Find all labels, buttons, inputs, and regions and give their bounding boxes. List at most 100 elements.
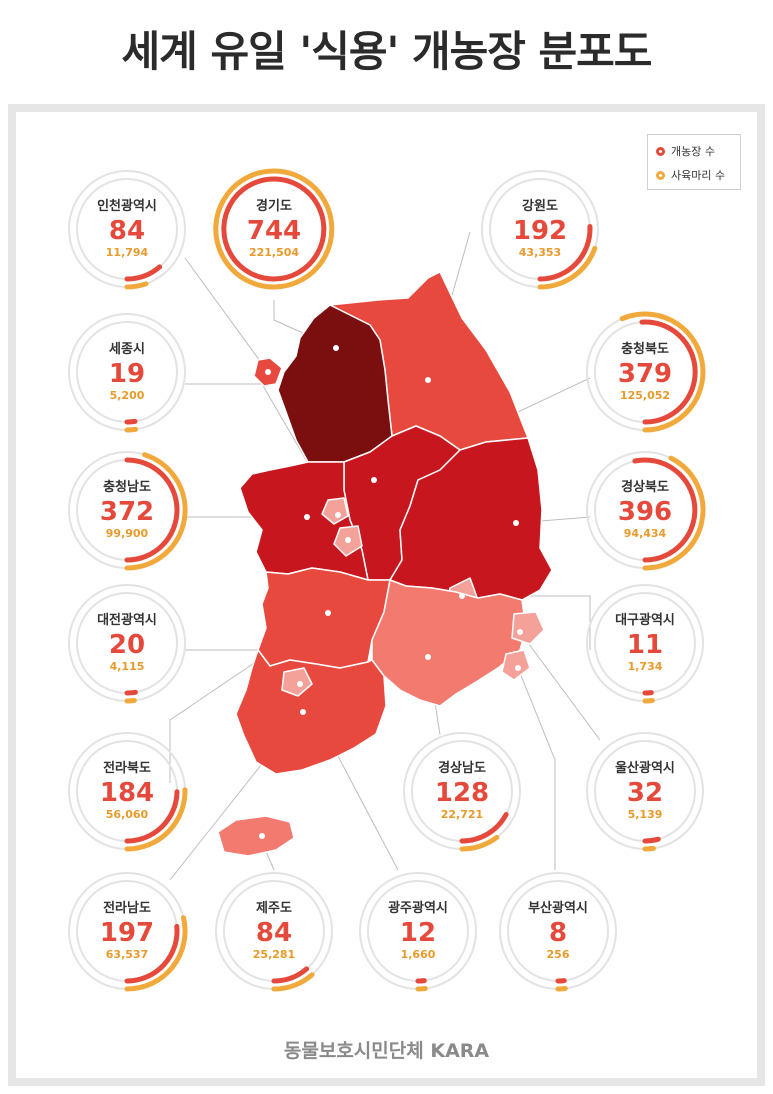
animal-count: 43,353 <box>518 246 562 259</box>
badge-chungbuk: 충청북도 379 125,052 <box>590 341 700 403</box>
farm-count: 192 <box>512 216 568 246</box>
farm-count: 32 <box>626 778 664 808</box>
legend-farms: 개농장 수 <box>656 139 740 163</box>
region-name: 경상남도 <box>438 761 486 776</box>
badge-gwangju: 광주광역시 12 1,660 <box>363 900 473 962</box>
animal-count: 4,115 <box>109 660 145 673</box>
legend-animals: 사육마리 수 <box>656 163 740 187</box>
farm-count: 372 <box>99 497 155 527</box>
animals-ring-icon <box>656 170 665 180</box>
animals-arc-gyeonggi <box>213 168 335 290</box>
footer-credit: 동물보호시민단체 KARA <box>283 1040 490 1062</box>
region-name: 광주광역시 <box>388 901 448 916</box>
animals-arc-gyeongbuk <box>642 455 706 571</box>
region-busan <box>501 649 531 681</box>
animal-count: 63,537 <box>105 948 149 961</box>
animals-arc-daejeon <box>124 698 137 704</box>
animal-count: 256 <box>546 948 570 961</box>
animal-count: 221,504 <box>248 246 300 259</box>
farms-arc-chungnam <box>124 457 180 563</box>
animal-count: 125,052 <box>619 389 671 402</box>
badge-ulsan: 울산광역시 32 5,139 <box>590 760 700 822</box>
badge-gyeongbuk: 경상북도 396 94,434 <box>590 479 700 541</box>
animal-count: 25,281 <box>252 948 296 961</box>
legend: 개농장 수 사육마리 수 <box>647 134 741 190</box>
badge-chungnam: 충청남도 372 99,900 <box>72 479 182 541</box>
region-dot-gyeongnam <box>425 654 431 660</box>
farms-arc-chungbuk <box>639 319 698 425</box>
region-gwangju <box>281 667 313 697</box>
region-dot-jeju <box>259 833 265 839</box>
region-name: 대전광역시 <box>97 613 157 628</box>
animal-count: 5,200 <box>109 389 145 402</box>
badge-incheon: 인천광역시 84 11,794 <box>72 198 182 260</box>
farms-arc-ulsan <box>642 836 661 844</box>
farms-arc-jeonnam <box>124 923 180 984</box>
leader-line-busan <box>517 667 556 870</box>
region-dot-jeonnam <box>300 709 306 715</box>
region-name: 대구광역시 <box>615 613 675 628</box>
farm-count: 744 <box>246 216 302 246</box>
farm-count: 12 <box>399 918 437 948</box>
animals-arc-ulsan <box>642 845 656 852</box>
animal-count: 5,139 <box>627 808 663 821</box>
legend-animals-label: 사육마리 수 <box>671 169 726 182</box>
badge-gyeongnam: 경상남도 128 22,721 <box>407 760 517 822</box>
animals-arc-busan <box>555 986 568 992</box>
region-dot-jeonbuk <box>325 610 331 616</box>
farm-count: 128 <box>434 778 490 808</box>
farm-count: 84 <box>255 918 293 948</box>
region-dot-gyeongbuk <box>513 520 519 526</box>
region-name: 전라남도 <box>103 901 151 916</box>
badge-busan: 부산광역시 8 256 <box>503 900 613 962</box>
region-name: 인천광역시 <box>97 199 157 214</box>
farm-count: 20 <box>108 630 146 660</box>
region-dot-gyeonggi <box>333 345 339 351</box>
animals-arc-gyeongnam <box>459 834 500 852</box>
animals-arc-daegu <box>642 698 655 704</box>
animals-arc-chungnam <box>124 452 188 571</box>
region-name: 충청북도 <box>621 342 669 357</box>
region-ulsan <box>511 611 545 645</box>
farm-count: 197 <box>99 918 155 948</box>
leader-line-incheon <box>184 257 269 373</box>
region-dot-incheon <box>265 369 271 375</box>
farm-count: 11 <box>626 630 664 660</box>
region-name: 세종시 <box>109 342 145 357</box>
region-dot-chungbuk <box>371 477 377 483</box>
animal-count: 1,734 <box>627 660 663 673</box>
animals-arc-jeonnam <box>124 915 188 992</box>
animal-count: 22,721 <box>440 808 484 821</box>
region-dot-ulsan <box>517 629 523 635</box>
region-name: 제주도 <box>256 901 292 916</box>
page-title: 세계 유일 '식용' 개농장 분포도 <box>121 27 653 76</box>
badge-jeju: 제주도 84 25,281 <box>219 900 329 962</box>
animals-arc-incheon <box>124 281 149 290</box>
farms-arc-daejeon <box>124 689 138 696</box>
farms-arc-sejong <box>124 418 138 425</box>
badge-gangwon: 강원도 192 43,353 <box>485 198 595 260</box>
animal-count: 11,794 <box>105 246 149 259</box>
animal-count: 56,060 <box>105 808 149 821</box>
region-dot-chungnam <box>304 514 310 520</box>
animals-arc-sejong <box>124 426 138 433</box>
region-jeonbuk <box>257 567 391 669</box>
badge-gyeonggi: 경기도 744 221,504 <box>219 198 329 260</box>
farms-arc-incheon <box>124 264 163 282</box>
region-name: 강원도 <box>522 199 558 214</box>
region-dot-busan <box>515 665 521 671</box>
animal-count: 94,434 <box>623 527 667 540</box>
region-jeonnam <box>235 649 387 775</box>
region-dot-daejeon <box>345 537 351 543</box>
farms-arc-jeju <box>271 966 310 984</box>
farm-count: 184 <box>99 778 155 808</box>
animals-arc-gwangju <box>415 986 428 992</box>
region-sejong <box>321 497 349 525</box>
badge-daejeon: 대전광역시 20 4,115 <box>72 612 182 674</box>
farms-ring-icon <box>656 146 665 156</box>
farm-count: 19 <box>108 359 146 389</box>
badge-daegu: 대구광역시 11 1,734 <box>590 612 700 674</box>
region-dot-gangwon <box>425 377 431 383</box>
region-name: 충청남도 <box>103 480 151 495</box>
